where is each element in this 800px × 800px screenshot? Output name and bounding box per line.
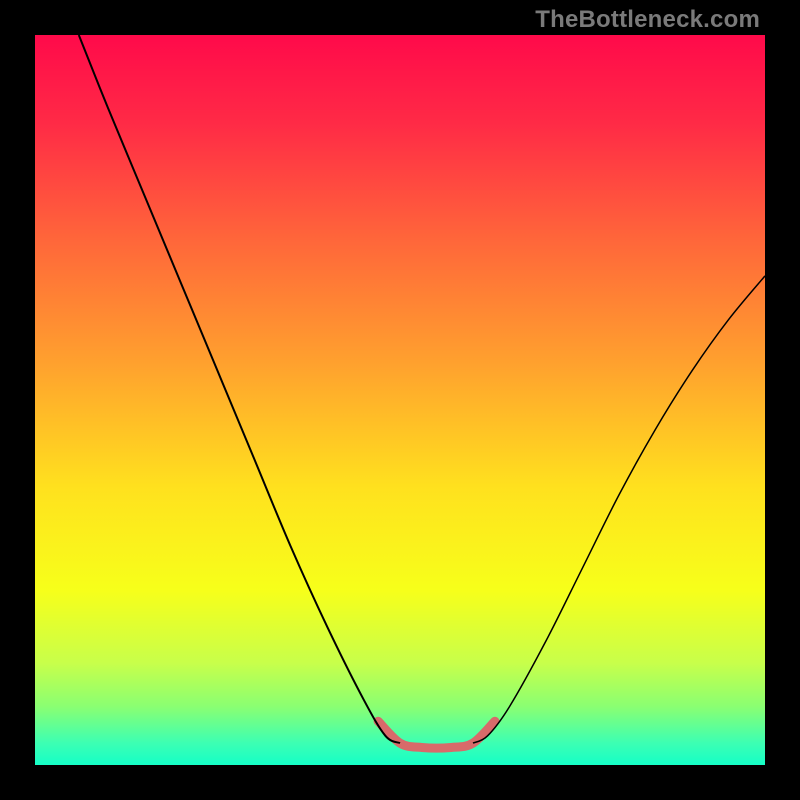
chart-container: TheBottleneck.com [0, 0, 800, 800]
plot-svg [35, 35, 765, 765]
gradient-background [35, 35, 765, 765]
watermark-text: TheBottleneck.com [535, 6, 760, 34]
plot-area [35, 35, 765, 765]
